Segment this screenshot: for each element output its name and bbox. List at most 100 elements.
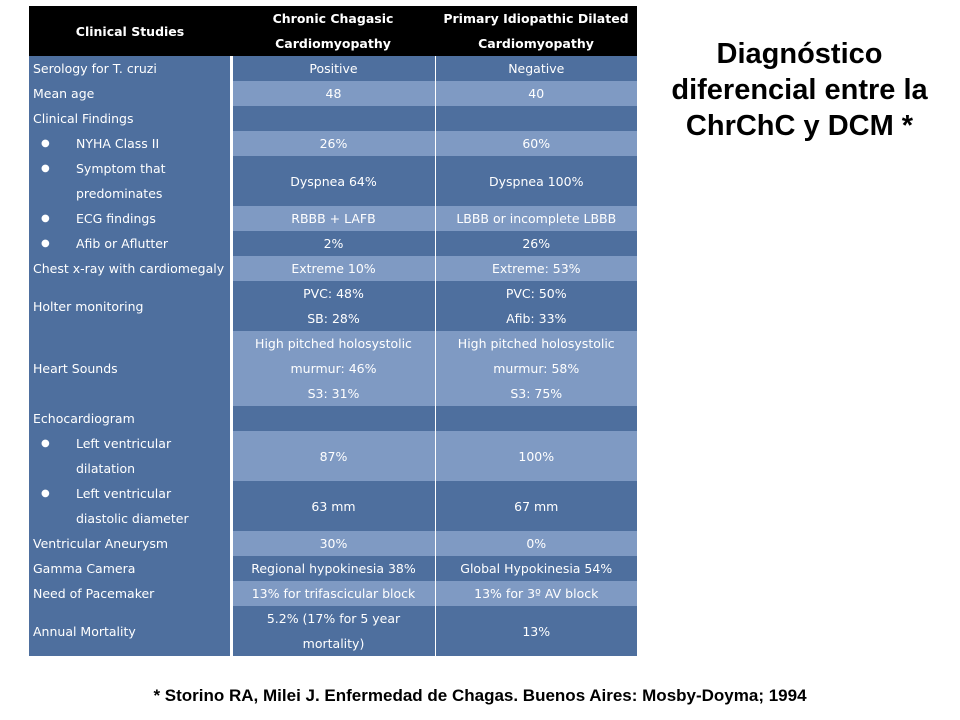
- cell-text: S3: 31%: [307, 386, 360, 401]
- cell-text: 100%: [518, 448, 555, 464]
- idiopathic-value-cell: Global Hypokinesia 54%: [435, 556, 637, 581]
- row-label-cell: ● ECG findings: [29, 206, 233, 231]
- header-primary-idiopathic: Primary Idiopathic Dilated Cardiomyopath…: [435, 6, 637, 56]
- header-row: Clinical Studies Chronic Chagasic Cardio…: [29, 6, 637, 56]
- cell-text: LBBB or incomplete LBBB: [456, 211, 617, 226]
- chagasic-value-cell: Extreme 10%: [231, 256, 436, 281]
- cell-text: Negative: [508, 61, 565, 76]
- chagasic-value-cell: 5.2% (17% for 5 year mortality): [231, 606, 436, 656]
- idiopathic-value-cell: 0%: [435, 531, 637, 556]
- cell-text: 30%: [319, 536, 348, 551]
- chagasic-value-cell: 87%: [231, 431, 436, 481]
- cell-text: 13% for trifascicular block: [251, 586, 416, 601]
- cell-text: 67 mm: [514, 498, 559, 514]
- row-label-cell: Holter monitoring: [29, 281, 233, 331]
- row-label: Symptom that predominates: [76, 161, 166, 201]
- bullet-icon: ●: [41, 138, 50, 149]
- idiopathic-value-cell: 60%: [435, 131, 637, 156]
- cell-text: 26%: [522, 236, 551, 251]
- idiopathic-value-cell: High pitched holosystolic murmur: 58% S3:…: [435, 331, 637, 406]
- row-label-cell: ● NYHA Class II: [29, 131, 233, 156]
- header-chronic-chagasic: Chronic Chagasic Cardiomyopathy: [231, 6, 435, 56]
- cell-text: Regional hypokinesia 38%: [251, 561, 416, 576]
- row-label-cell: ● Left ventricular dilatation: [29, 431, 233, 481]
- row-label: Annual Mortality: [33, 623, 136, 639]
- cell-text: 13%: [522, 623, 551, 639]
- chagasic-value-cell: 13% for trifascicular block: [231, 581, 436, 606]
- table-row: Gamma Camera Regional hypokinesia 38% Glob…: [29, 556, 637, 581]
- row-label-cell: Annual Mortality: [29, 606, 233, 656]
- row-label-cell: ● Symptom that predominates: [29, 156, 233, 206]
- chagasic-value-cell: 63 mm: [231, 481, 436, 531]
- chagasic-value-cell: Positive: [231, 56, 436, 81]
- row-label-cell: Chest x-ray with cardiomegaly: [29, 256, 233, 281]
- table-row: ● NYHA Class II 26% 60%: [29, 131, 637, 156]
- cell-text: High pitched holosystolic murmur: 46%: [255, 336, 412, 376]
- chagasic-value-cell: 2%: [231, 231, 436, 256]
- chagasic-value-cell: 48: [231, 81, 436, 106]
- idiopathic-value-cell: Dyspnea 100%: [435, 156, 637, 206]
- table-row: Serology for T. cruzi Positive Negative: [29, 56, 637, 81]
- row-label: Holter monitoring: [33, 298, 144, 314]
- row-label-cell: Serology for T. cruzi: [29, 56, 233, 81]
- table-row: ● Left ventricular dilatation 87% 100%: [29, 431, 637, 481]
- table-row: Annual Mortality 5.2% (17% for 5 year mor…: [29, 606, 637, 656]
- idiopathic-value-cell: Extreme: 53%: [435, 256, 637, 281]
- table-row: ● ECG findings RBBB + LAFB LBBB or incomple…: [29, 206, 637, 231]
- row-label: Chest x-ray with cardiomegaly: [33, 261, 225, 276]
- bullet-icon: ●: [41, 238, 50, 249]
- idiopathic-value-cell: 67 mm: [435, 481, 637, 531]
- cell-text: High pitched holosystolic murmur: 58%: [457, 336, 615, 376]
- table-row: ● Symptom that predominates Dyspnea 64% Dys…: [29, 156, 637, 206]
- table-row: Heart Sounds High pitched holosystolic mu…: [29, 331, 637, 406]
- chagasic-value-cell: PVC: 48% SB: 28%: [231, 281, 436, 331]
- cell-text: PVC: 50%: [505, 286, 567, 301]
- table-row: Holter monitoring PVC: 48% SB: 28% PVC: 50%…: [29, 281, 637, 331]
- chagasic-value-cell: 26%: [231, 131, 436, 156]
- cell-text: Dyspnea 64%: [290, 173, 377, 189]
- idiopathic-value-cell: PVC: 50% Afib: 33%: [435, 281, 637, 331]
- row-label-cell: ● Left ventricular diastolic diameter: [29, 481, 233, 531]
- citation: * Storino RA, Milei J. Enfermedad de Cha…: [153, 686, 807, 705]
- chagasic-value-cell: High pitched holosystolic murmur: 46% S3:…: [231, 331, 436, 406]
- row-label-cell: Gamma Camera: [29, 556, 233, 581]
- row-label: Mean age: [33, 86, 95, 101]
- row-label: Clinical Findings: [33, 111, 134, 126]
- table-row: Mean age 48 40: [29, 81, 637, 106]
- idiopathic-value-cell: 13% for 3º AV block: [435, 581, 637, 606]
- idiopathic-value-cell: 26%: [435, 231, 637, 256]
- bullet-item: ● Left ventricular diastolic diameter: [33, 481, 226, 531]
- table-row: Need of Pacemaker 13% for trifascicular b…: [29, 581, 637, 606]
- chagasic-value-cell: 30%: [231, 531, 436, 556]
- idiopathic-value-cell: 40: [435, 81, 637, 106]
- cell-text: PVC: 48%: [303, 286, 364, 301]
- idiopathic-value-cell: Negative: [435, 56, 637, 81]
- cell-text: S3: 75%: [510, 386, 563, 401]
- table-row: Echocardiogram: [29, 406, 637, 431]
- header-clinical-studies: Clinical Studies: [29, 6, 231, 56]
- row-label: Gamma Camera: [33, 561, 136, 576]
- table-row: ● Left ventricular diastolic diameter 63 m…: [29, 481, 637, 531]
- table-row: Clinical Findings: [29, 106, 637, 131]
- table-row: ● Afib or Aflutter 2% 26%: [29, 231, 637, 256]
- idiopathic-value-cell: [435, 406, 637, 431]
- row-label: Need of Pacemaker: [33, 586, 155, 601]
- idiopathic-value-cell: [435, 106, 637, 131]
- table-row: Chest x-ray with cardiomegaly Extreme 10%…: [29, 256, 637, 281]
- row-label: NYHA Class II: [76, 136, 160, 151]
- row-label: Ventricular Aneurysm: [33, 536, 169, 551]
- slide-title: Diagnóstico diferencial entre la ChrChC …: [671, 38, 928, 142]
- cell-text: 60%: [522, 136, 551, 151]
- bullet-icon: ●: [41, 163, 50, 174]
- chagasic-value-cell: RBBB + LAFB: [231, 206, 436, 231]
- cell-text: Afib: 33%: [506, 311, 567, 326]
- cell-text: 26%: [319, 136, 348, 151]
- row-label-cell: Echocardiogram: [29, 406, 233, 431]
- row-label-cell: Clinical Findings: [29, 106, 233, 131]
- bullet-item: ● Symptom that predominates: [33, 156, 226, 206]
- idiopathic-value-cell: 100%: [435, 431, 637, 481]
- table-header: Clinical Studies Chronic Chagasic Cardio…: [29, 6, 637, 56]
- row-label: Heart Sounds: [33, 361, 118, 376]
- table-row: Ventricular Aneurysm 30% 0%: [29, 531, 637, 556]
